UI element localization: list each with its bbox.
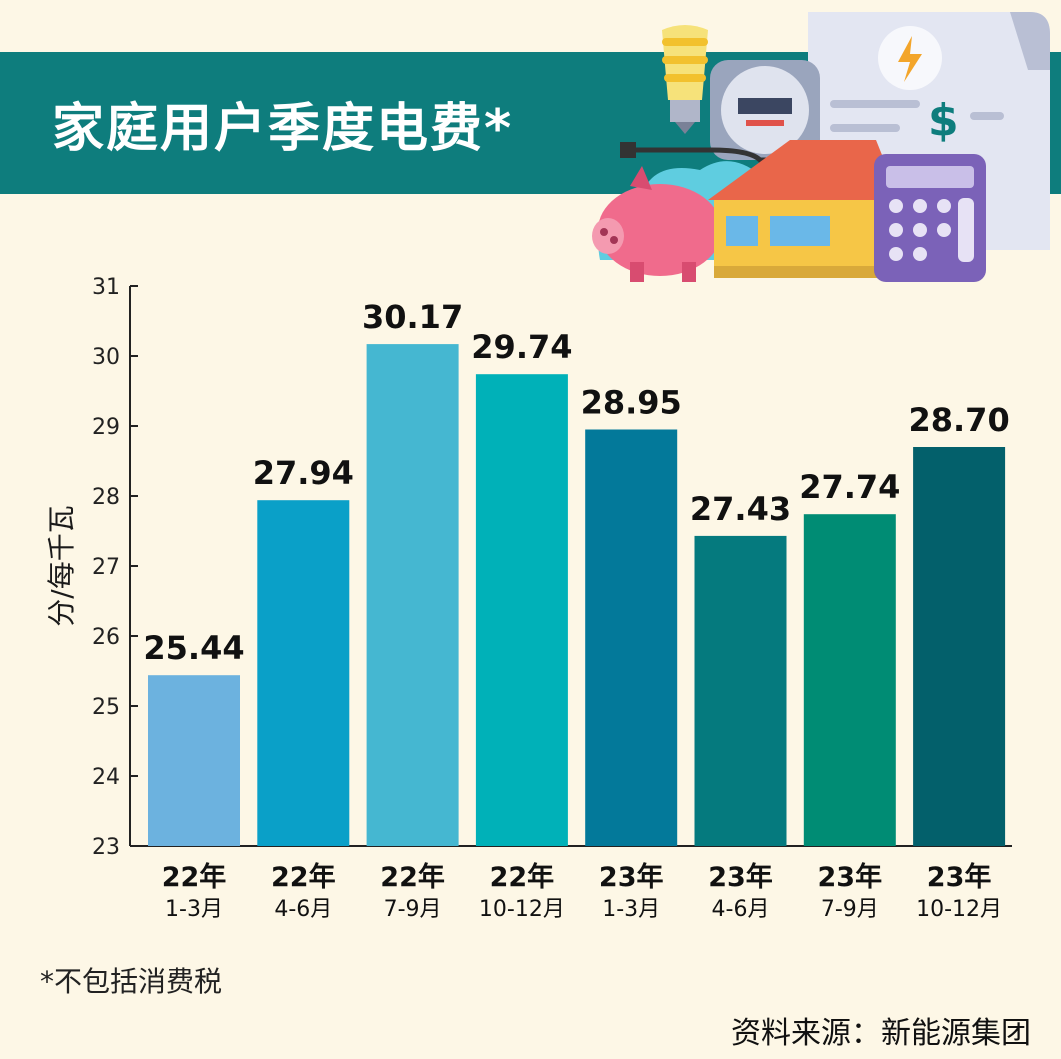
y-tick-label: 25 [92, 695, 120, 720]
bar [585, 429, 678, 846]
x-tick-label-months: 1-3月 [602, 897, 660, 922]
piggy-bank-icon [592, 166, 722, 282]
y-tick-label: 30 [92, 345, 120, 370]
y-tick-label: 29 [92, 415, 120, 440]
x-tick-label-months: 10-12月 [479, 897, 565, 922]
x-tick-label-months: 7-9月 [821, 897, 879, 922]
light-bulb-icon [662, 25, 708, 134]
data-label: 27.94 [253, 454, 354, 492]
calculator-icon [874, 154, 986, 282]
footnote: *不包括消费税 [40, 965, 223, 998]
x-tick-label-year: 23年 [818, 861, 883, 893]
data-label: 28.70 [908, 401, 1009, 439]
data-label: 30.17 [362, 298, 463, 336]
x-tick-label-year: 23年 [927, 861, 992, 893]
bar [694, 535, 787, 846]
y-tick-label: 27 [92, 555, 120, 580]
y-tick-label: 24 [92, 765, 120, 790]
x-tick-label-year: 22年 [162, 861, 227, 893]
electricity-illustration: $ [592, 12, 1050, 282]
y-axis-label: 分/每千瓦 [45, 505, 78, 627]
bar [366, 344, 459, 846]
page-title: 家庭用户季度电费* [52, 99, 514, 159]
y-tick-label: 31 [92, 275, 120, 300]
data-label: 25.44 [143, 629, 244, 667]
y-tick-label: 28 [92, 485, 120, 510]
data-label: 28.95 [581, 384, 682, 422]
x-tick-label-year: 23年 [599, 861, 664, 893]
data-label: 27.43 [690, 490, 791, 528]
electric-meter-icon [710, 60, 820, 160]
y-tick-label: 23 [92, 835, 120, 860]
bar [257, 500, 350, 846]
x-axis: 22年 1-3月 22年 4-6月 22年 7-9月 22年 10-12月 23年 1-3月 23年… [162, 861, 1002, 922]
data-label: 29.74 [471, 328, 572, 366]
x-tick-label-year: 23年 [708, 861, 773, 893]
x-tick-label-months: 4-6月 [274, 897, 332, 922]
bar [475, 374, 568, 846]
data-label: 27.74 [799, 468, 900, 506]
x-tick-label-year: 22年 [380, 861, 445, 893]
plug-cable [630, 147, 820, 163]
x-tick-label-year: 22年 [490, 861, 555, 893]
y-tick-label: 26 [92, 625, 120, 650]
bar [148, 675, 240, 846]
x-tick-label-months: 10-12月 [916, 897, 1002, 922]
bar [913, 447, 1006, 846]
x-tick-label-months: 7-9月 [384, 897, 442, 922]
svg-text:$: $ [928, 95, 959, 146]
bar [803, 514, 896, 846]
house-icon [708, 140, 900, 278]
x-tick-label-year: 22年 [271, 861, 336, 893]
source-credit: 资料来源：新能源集团 [731, 1016, 1031, 1051]
x-tick-label-months: 1-3月 [165, 897, 223, 922]
x-tick-label-months: 4-6月 [712, 897, 770, 922]
